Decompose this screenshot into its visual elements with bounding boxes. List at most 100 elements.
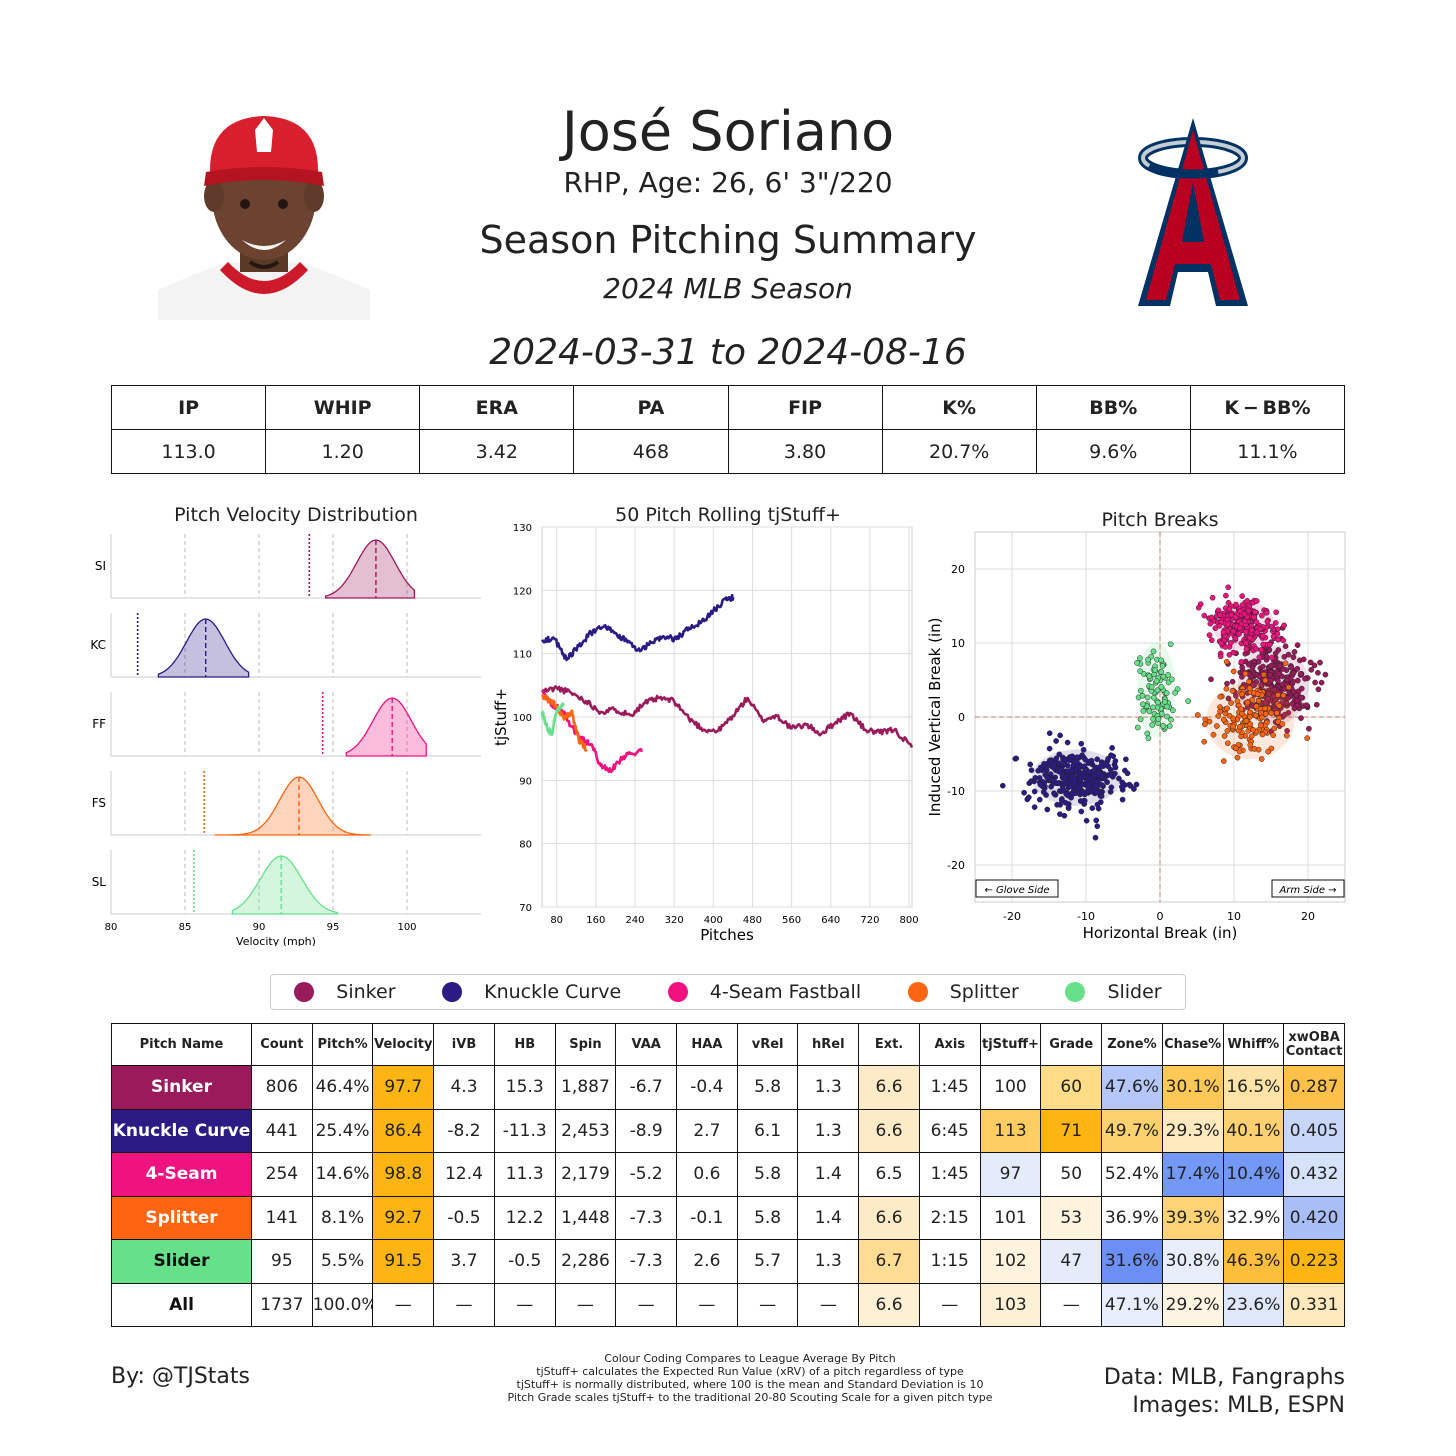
breaks-point [1275,692,1281,698]
rolling-x-tick: 160 [586,915,605,926]
breaks-point [1312,679,1318,686]
breaks-point [1251,614,1257,621]
pitch-table-cell: 2,286 [554,1239,617,1284]
velocity-density-fs [214,776,371,836]
breaks-point [1097,763,1104,770]
pitch-table-cell: 14.6% [311,1152,374,1197]
breaks-point [1091,767,1097,774]
breaks-point [1116,775,1122,782]
stat-value-whip: 1.20 [265,429,421,474]
breaks-point [1294,642,1301,648]
pitch-breaks-chart: -20 -10 0 10 20 -20 -10 0 10 20 Horizontal Break (… [926,531,1346,942]
breaks-point [1046,745,1053,752]
breaks-point [1194,712,1201,718]
stat-value-k-pct: 20.7% [881,429,1037,474]
pitch-table-cell: 101 [979,1195,1042,1240]
velocity-row-label: KC [90,638,106,652]
breaks-point [1288,664,1295,671]
breaks-point [1318,679,1325,686]
velocity-row-fs: FS [92,771,481,836]
breaks-point [1247,742,1254,748]
breaks-point [1274,631,1281,637]
breaks-point [1167,641,1174,648]
legend-dot-sinker [294,982,315,1002]
glove-side-box [975,879,1059,898]
breaks-point [1085,781,1092,788]
breaks-point [1269,623,1276,630]
pitch-table-header-pitch-: Pitch% [311,1023,374,1066]
pitch-table-header-xwoba-contact: xwOBA Contact [1283,1023,1345,1066]
pitch-table-row: Slider 95 5.5% 91.5 3.7 -0.5 2,286 -7.3 2.6 5.7 1.… [111,1239,1345,1284]
pitch-table-cell: 5.5% [311,1239,374,1284]
breaks-point [1209,594,1216,601]
pitch-metrics-table: Pitch Name Count Pitch% Velocity iVB HB Spin VA… [111,1023,1345,1327]
breaks-point [1268,677,1274,684]
breaks-point [1068,783,1074,789]
breaks-point [1263,609,1270,616]
breaks-point [1150,694,1157,701]
pitch-table-header-spin: Spin [554,1023,617,1066]
breaks-point [1089,805,1096,811]
legend-item-knuckle-curve: Knuckle Curve [442,981,621,1003]
breaks-point [1243,717,1250,724]
breaks-point [1208,614,1215,621]
velocity-row-sl: SL [92,850,481,915]
pitch-table-cell: -7.3 [615,1195,678,1240]
pitch-table-header-ext-: Ext. [858,1023,920,1066]
rolling-y-tick: 130 [513,523,532,534]
player-headshot [158,112,370,320]
pitch-table-header-grade: Grade [1040,1023,1103,1066]
breaks-point [1228,611,1235,618]
breaks-y-tick: 20 [951,563,965,576]
breaks-point [1078,781,1085,788]
pitch-table-cell: 6.7 [858,1239,920,1284]
pitch-table-cell: 49.7% [1101,1108,1163,1153]
breaks-point [1236,748,1243,755]
velocity-row-label: FF [92,717,106,731]
pitch-table-cell: — [493,1282,556,1327]
pitch-table-cell: 103 [979,1282,1042,1327]
breaks-point [1061,761,1068,767]
breaks-point [1098,782,1105,788]
pitch-table-cell: 1.4 [797,1152,860,1197]
breaks-point [1082,756,1089,763]
breaks-point [1297,671,1304,677]
pitch-table-cell: 5.7 [736,1239,799,1284]
breaks-cluster-4-seam-fastball [1195,584,1287,665]
pitch-table-cell: -0.5 [433,1195,495,1240]
breaks-point [1201,738,1208,745]
rolling-y-axis-label: tjStuff+ [492,688,510,746]
rolling-line-knuckle-curve [540,593,735,662]
pitch-table-cell: -0.4 [676,1065,738,1110]
breaks-point [1237,625,1243,632]
breaks-point [1145,656,1151,663]
pitch-table-cell: 86.4 [372,1108,435,1153]
pitch-table-cell: 0.405 [1283,1108,1345,1153]
breaks-point [1064,739,1071,746]
pitch-table-cell: 6.6 [858,1108,920,1153]
pitch-table-cell: 1.3 [797,1239,860,1284]
rolling-line-sinker [541,685,914,748]
glove-side-annotation: ← Glove Side [975,879,1059,898]
pitch-table-row: Splitter 141 8.1% 92.7 -0.5 12.2 1,448 -7.3 -0.1… [111,1195,1345,1240]
breaks-point [1261,671,1267,678]
breaks-point [1244,598,1251,604]
breaks-point [1302,675,1308,682]
breaks-y-axis-label: Induced Vertical Break (in) [926,617,944,816]
breaks-point [1195,604,1202,611]
breaks-point [1251,658,1258,665]
breaks-point [1275,677,1281,684]
stat-header-ip: IP [110,385,267,430]
breaks-point [1248,733,1255,740]
rolling-x-tick: 720 [860,915,879,926]
breaks-point [1210,731,1217,738]
stat-header-k-bb-pct: K − BB% [1189,385,1346,430]
legend-item-four-seam: 4-Seam Fastball [667,981,861,1003]
breaks-point [1243,629,1249,635]
pitch-table-cell: 0.223 [1283,1239,1345,1284]
breaks-point [1054,801,1060,808]
breaks-point [1285,651,1292,658]
legend-label-slider: Slider [1107,981,1162,1003]
breaks-point [1304,735,1311,741]
pitch-table-cell: 31.6% [1101,1239,1163,1284]
